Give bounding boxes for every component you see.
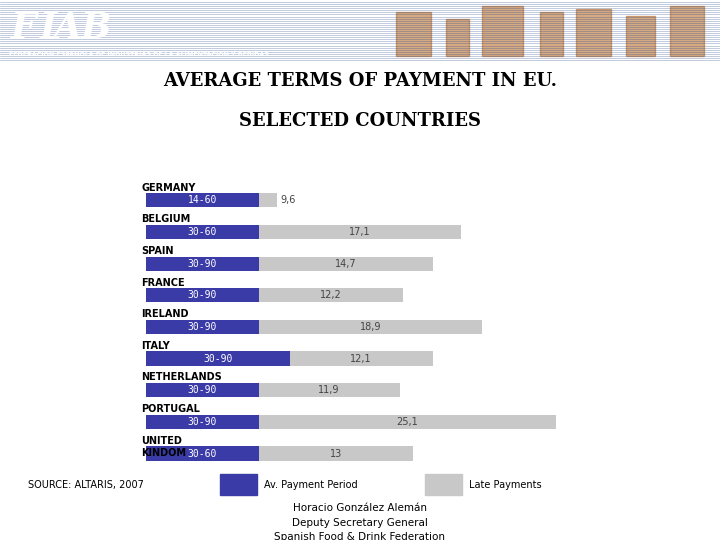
Text: SPAIN: SPAIN — [142, 246, 174, 256]
Text: AVERAGE TERMS OF PAYMENT IN EU.: AVERAGE TERMS OF PAYMENT IN EU. — [163, 72, 557, 90]
Text: SOURCE: ALTARIS, 2007: SOURCE: ALTARIS, 2007 — [28, 480, 144, 490]
Bar — [258, 415, 556, 429]
Bar — [146, 288, 258, 302]
Bar — [258, 225, 461, 239]
Bar — [146, 256, 258, 271]
Bar — [146, 352, 289, 366]
Bar — [146, 447, 258, 461]
Text: ITALY: ITALY — [142, 341, 171, 351]
Bar — [258, 447, 413, 461]
Text: UNITED: UNITED — [142, 436, 182, 446]
Text: SELECTED COUNTRIES: SELECTED COUNTRIES — [239, 112, 481, 130]
Text: AB: AB — [54, 11, 112, 45]
Text: 30-90: 30-90 — [188, 259, 217, 268]
Text: Late Payments: Late Payments — [469, 480, 542, 490]
Text: 18,9: 18,9 — [360, 322, 382, 332]
Bar — [258, 320, 482, 334]
Bar — [425, 474, 462, 495]
Text: FRANCE: FRANCE — [142, 278, 185, 287]
Text: 30-90: 30-90 — [203, 354, 233, 363]
Text: Av. Payment Period: Av. Payment Period — [264, 480, 358, 490]
Bar — [540, 12, 563, 56]
Text: F: F — [11, 11, 37, 45]
Text: 30-60: 30-60 — [188, 227, 217, 237]
Text: 30-90: 30-90 — [188, 417, 217, 427]
Bar — [146, 193, 258, 207]
Text: 14,7: 14,7 — [335, 259, 356, 268]
Text: BELGIUM: BELGIUM — [142, 214, 191, 224]
Text: 12,1: 12,1 — [351, 354, 372, 363]
Text: Deputy Secretary General: Deputy Secretary General — [292, 517, 428, 528]
Bar — [258, 383, 400, 397]
Bar — [146, 225, 258, 239]
Text: PORTUGAL: PORTUGAL — [142, 404, 200, 414]
Bar — [396, 12, 431, 56]
Bar — [258, 256, 433, 271]
Text: 14-60: 14-60 — [188, 195, 217, 205]
Bar — [146, 383, 258, 397]
Text: NETHERLANDS: NETHERLANDS — [142, 373, 222, 382]
Text: 13: 13 — [330, 449, 342, 458]
Text: Spanish Food & Drink Federation: Spanish Food & Drink Federation — [274, 532, 446, 540]
Text: 9,6: 9,6 — [280, 195, 295, 205]
Text: 30-60: 30-60 — [188, 449, 217, 458]
Text: 30-90: 30-90 — [188, 322, 217, 332]
Bar — [576, 9, 611, 56]
Bar — [146, 320, 258, 334]
Bar — [626, 16, 655, 56]
Text: Horacio González Alemán: Horacio González Alemán — [293, 503, 427, 514]
Text: GERMANY: GERMANY — [142, 183, 196, 193]
Bar — [482, 6, 523, 56]
Bar — [446, 18, 469, 56]
Text: FEDERACIÓN ESPAÑOLA DE INDUSTRIAS DE LA ALIMENTACIÓN Y BEBIDAS: FEDERACIÓN ESPAÑOLA DE INDUSTRIAS DE LA … — [9, 52, 269, 57]
Bar — [146, 415, 258, 429]
Text: 25,1: 25,1 — [397, 417, 418, 427]
Bar — [220, 474, 257, 495]
Text: 12,2: 12,2 — [320, 291, 342, 300]
Text: 30-90: 30-90 — [188, 385, 217, 395]
Text: KINDOM: KINDOM — [142, 448, 186, 458]
Text: 17,1: 17,1 — [349, 227, 371, 237]
Text: IRELAND: IRELAND — [142, 309, 189, 319]
Bar — [258, 288, 403, 302]
Bar — [258, 193, 276, 207]
Bar — [289, 352, 433, 366]
Bar — [670, 6, 704, 56]
Text: I: I — [40, 11, 56, 45]
Text: 11,9: 11,9 — [318, 385, 340, 395]
Text: 30-90: 30-90 — [188, 291, 217, 300]
